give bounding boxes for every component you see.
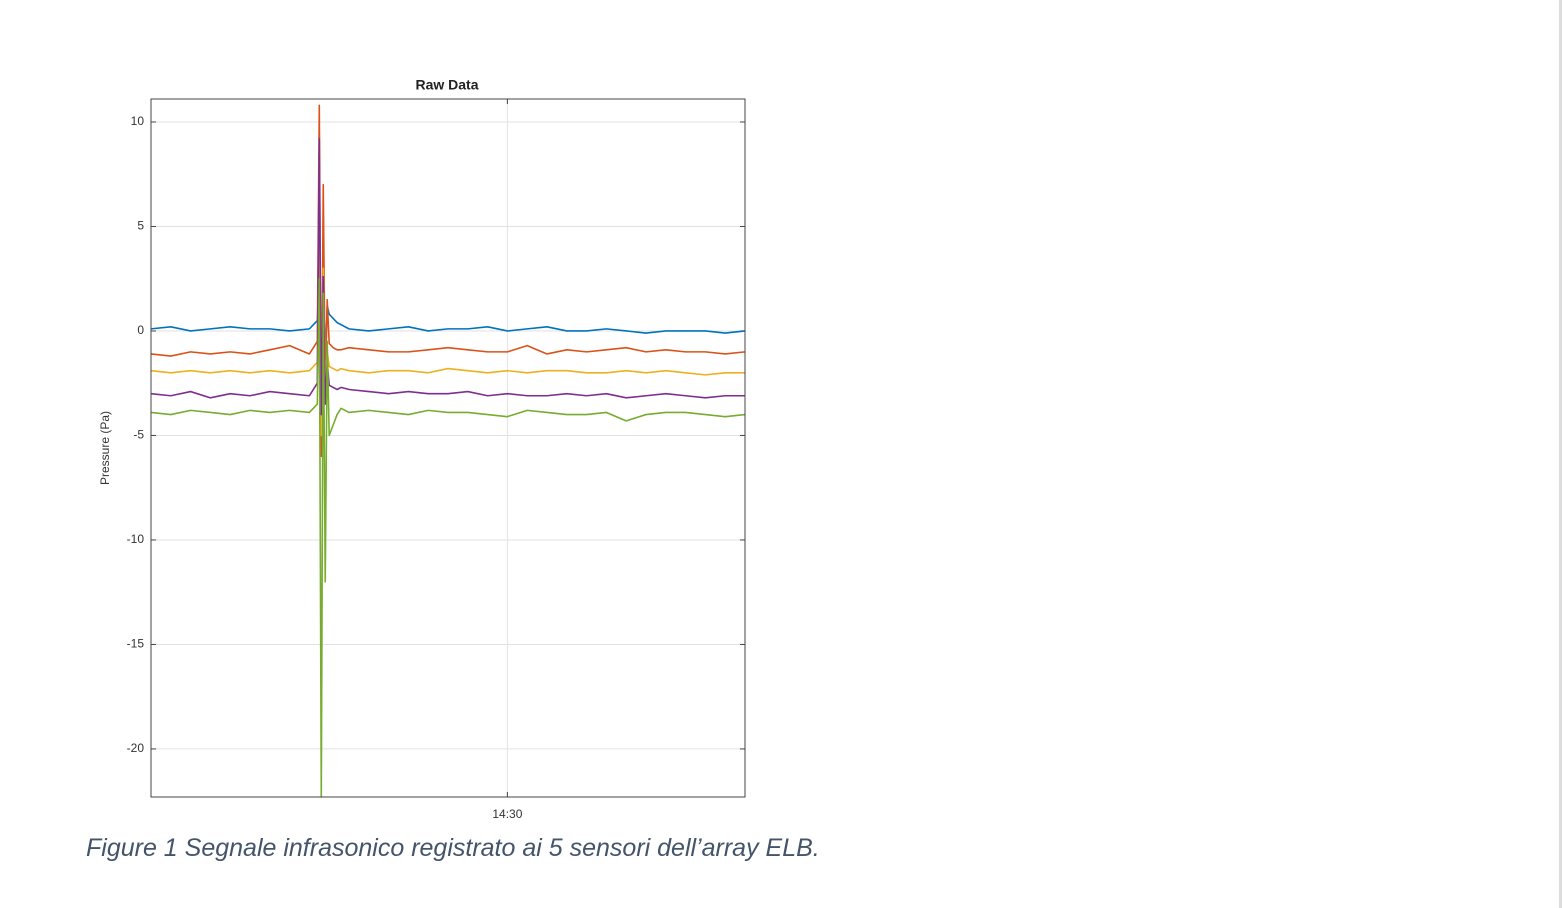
y-tick-label: -5	[133, 428, 144, 442]
chart-title: Raw Data	[415, 77, 478, 93]
data-line	[150, 104, 746, 458]
plot-frame	[150, 98, 746, 798]
data-line	[150, 277, 746, 395]
y-tick-label: -15	[127, 637, 145, 651]
page-edge	[1559, 0, 1562, 908]
y-tick-label: 0	[137, 323, 144, 337]
chart: Raw Data Pressure (Pa) -20 -15 -10 -5 0 5 10 14…	[98, 77, 746, 821]
y-tick-label: -10	[127, 532, 145, 546]
y-axis-label: Pressure (Pa)	[98, 411, 112, 485]
figure-caption: Figure 1 Segnale infrasonico registrato …	[86, 834, 820, 862]
y-tick-label: -20	[127, 741, 145, 755]
data-line	[150, 137, 745, 416]
x-tick-label: 14:30	[492, 807, 522, 821]
data-line	[150, 204, 745, 437]
y-tick-label: 10	[131, 114, 145, 128]
data-line	[150, 277, 746, 798]
y-tick-label: 5	[137, 219, 144, 233]
